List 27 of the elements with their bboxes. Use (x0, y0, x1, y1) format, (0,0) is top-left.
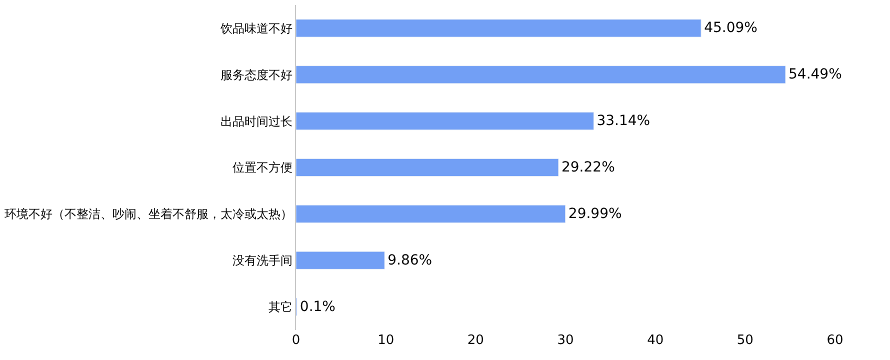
y-tick-label: 出品时间过长 (220, 114, 293, 128)
bar (296, 19, 702, 38)
data-label: 54.49% (788, 66, 842, 83)
x-tick-label: 30 (557, 333, 574, 348)
x-tick-label: 50 (736, 333, 754, 348)
y-tick-label: 饮品味道不好 (220, 21, 293, 36)
y-tick-label: 环境不好（不整洁、吵闹、坐着不舒服，太冷或太热） (4, 207, 293, 222)
data-label: 0.1% (300, 298, 336, 315)
y-tick-label: 其它 (268, 300, 293, 314)
y-tick-label: 服务态度不好 (220, 68, 293, 82)
x-tick-label: 20 (467, 333, 484, 348)
data-label: 9.86% (388, 252, 432, 268)
data-label: 33.14% (596, 113, 650, 130)
x-tick-label: 40 (647, 333, 664, 348)
y-tick-label: 没有洗手间 (232, 254, 293, 268)
x-tick-label: 60 (826, 333, 844, 348)
bar (296, 251, 385, 270)
x-tick-label: 0 (292, 333, 300, 348)
bar (296, 204, 566, 223)
data-label: 29.22% (561, 160, 615, 176)
data-label: 29.99% (568, 206, 622, 222)
data-label: 45.09% (704, 20, 758, 36)
bar (296, 112, 594, 130)
bar (296, 66, 786, 84)
y-tick-label: 位置不方便 (232, 160, 293, 175)
bar (296, 158, 559, 177)
x-tick-label: 10 (378, 333, 394, 348)
